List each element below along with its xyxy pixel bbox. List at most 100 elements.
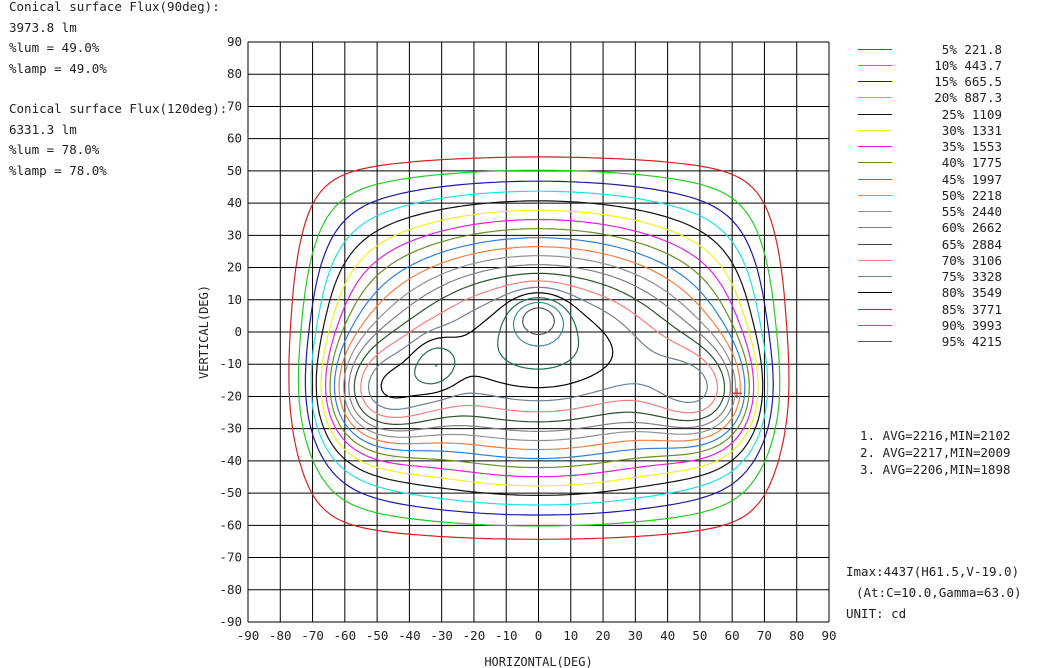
- x-tick-label: 0: [535, 628, 543, 643]
- legend-label: 35% 1553: [941, 139, 1002, 154]
- y-tick-label: -60: [219, 517, 242, 532]
- x-tick-label: 60: [725, 628, 740, 643]
- x-tick-label: -30: [430, 628, 453, 643]
- contour-line: [304, 180, 774, 516]
- contour-line: [353, 272, 726, 425]
- contour-line: [343, 255, 737, 442]
- y-tick-label: -20: [219, 388, 242, 403]
- legend-entry: 60% 2662: [858, 220, 1024, 236]
- x-tick-label: -90: [237, 628, 260, 643]
- x-tick-label: 30: [628, 628, 643, 643]
- contour-line: [522, 307, 555, 336]
- average-line-1: 1. AVG=2216,MIN=2102: [860, 428, 1011, 443]
- x-tick-label: -50: [366, 628, 389, 643]
- legend-swatch: [858, 129, 892, 131]
- legend-swatch: [858, 97, 892, 99]
- contour-line: [297, 169, 781, 527]
- contour-line: [414, 297, 580, 385]
- legend-swatch: [858, 162, 892, 164]
- legend-entry: 75% 3328: [858, 269, 1024, 285]
- contour-line: [325, 218, 755, 478]
- contour-line: [380, 292, 614, 399]
- legend-label: 40% 1775: [941, 155, 1002, 171]
- y-tick-label: 80: [227, 66, 242, 81]
- x-tick-label: 70: [757, 628, 772, 643]
- legend-swatch: [858, 276, 892, 277]
- flux-value: 6331.3 lm: [9, 121, 77, 137]
- legend-swatch: [858, 194, 892, 196]
- x-tick-label: 90: [821, 628, 836, 643]
- legend-entry: 10% 443.7: [858, 57, 1024, 73]
- legend-entry: 35% 1553: [858, 139, 1024, 155]
- contour-line: [338, 246, 741, 451]
- imax-position: (At:C=10.0,Gamma=63.0): [856, 585, 1022, 600]
- y-tick-label: -80: [219, 582, 242, 597]
- contour-line: [310, 190, 769, 506]
- y-tick-label: 0: [234, 324, 242, 339]
- legend-label: 15% 665.5: [934, 74, 1002, 89]
- contour-line: [288, 156, 790, 540]
- legend-label: 30% 1331: [941, 122, 1002, 138]
- legend-entry: 5% 221.8: [858, 41, 1024, 57]
- legend-swatch: [858, 81, 892, 82]
- legend-entry: 20% 887.3: [858, 90, 1024, 106]
- x-tick-label: -20: [463, 628, 486, 643]
- y-tick-label: -90: [219, 614, 242, 629]
- legend-label: 10% 443.7: [934, 57, 1002, 73]
- unit-label: UNIT: cd: [846, 606, 907, 621]
- legend-label: 20% 887.3: [934, 90, 1002, 106]
- legend-label: 85% 3771: [941, 301, 1002, 317]
- x-tick-label: 50: [692, 628, 707, 643]
- y-tick-label: -30: [219, 421, 242, 436]
- y-tick-label: -10: [219, 356, 242, 371]
- contour-line: [368, 286, 708, 410]
- legend-entry: 25% 1109: [858, 106, 1024, 122]
- legend-label: 5% 221.8: [934, 41, 1002, 57]
- legend-label: 25% 1109: [941, 106, 1002, 122]
- imax-readout: Imax:4437(H61.5,V-19.0): [846, 564, 1020, 579]
- legend-entry: 50% 2218: [858, 187, 1024, 203]
- lum-percent: %lum = 78.0%: [9, 142, 100, 157]
- legend-entry: 95% 4215: [858, 334, 1024, 350]
- lamp-percent: %lamp = 78.0%: [9, 162, 107, 178]
- legend-swatch: [858, 227, 892, 229]
- x-tick-label: -10: [495, 628, 518, 643]
- legend-entry: 30% 1331: [858, 122, 1024, 138]
- flux-value: 3973.8 lm: [9, 19, 77, 35]
- y-tick-label: 90: [227, 34, 242, 49]
- legend-label: 45% 1997: [941, 171, 1002, 187]
- contour-line: [315, 200, 764, 496]
- y-axis-label: VERTICAL(DEG): [197, 285, 211, 379]
- legend-entry: 40% 1775: [858, 155, 1024, 171]
- legend-label: 70% 3106: [941, 252, 1002, 268]
- contour-line: [434, 301, 565, 367]
- legend-swatch: [858, 48, 892, 50]
- legend-entry: 90% 3993: [858, 317, 1024, 333]
- average-line-2: 2. AVG=2217,MIN=2009: [860, 445, 1011, 460]
- legend-entry: 80% 3549: [858, 285, 1024, 301]
- legend-swatch: [858, 341, 892, 342]
- contour-line: [329, 228, 750, 469]
- contour-line: [348, 264, 731, 432]
- average-line-3: 3. AVG=2206,MIN=1898: [860, 462, 1011, 477]
- legend-swatch: [858, 292, 892, 294]
- x-tick-label: 40: [660, 628, 675, 643]
- legend-label: 75% 3328: [941, 269, 1002, 284]
- contour-line: [360, 280, 718, 418]
- x-tick-label: -80: [269, 628, 292, 643]
- x-tick-label: 80: [789, 628, 804, 643]
- legend-swatch: [858, 324, 892, 326]
- legend-entry: 45% 1997: [858, 171, 1024, 187]
- legend-swatch: [858, 64, 892, 66]
- legend-swatch: [858, 211, 892, 212]
- y-tick-label: 30: [227, 227, 242, 242]
- y-tick-label: 50: [227, 163, 242, 178]
- legend-entry: 70% 3106: [858, 252, 1024, 268]
- y-tick-label: 20: [227, 260, 242, 275]
- lum-percent: %lum = 49.0%: [9, 40, 100, 55]
- x-tick-label: 20: [596, 628, 611, 643]
- legend-entry: 15% 665.5: [858, 74, 1024, 90]
- y-tick-label: -50: [219, 485, 242, 500]
- flux-title: Conical surface Flux(90deg):: [9, 0, 220, 14]
- legend-entry: 65% 2884: [858, 236, 1024, 252]
